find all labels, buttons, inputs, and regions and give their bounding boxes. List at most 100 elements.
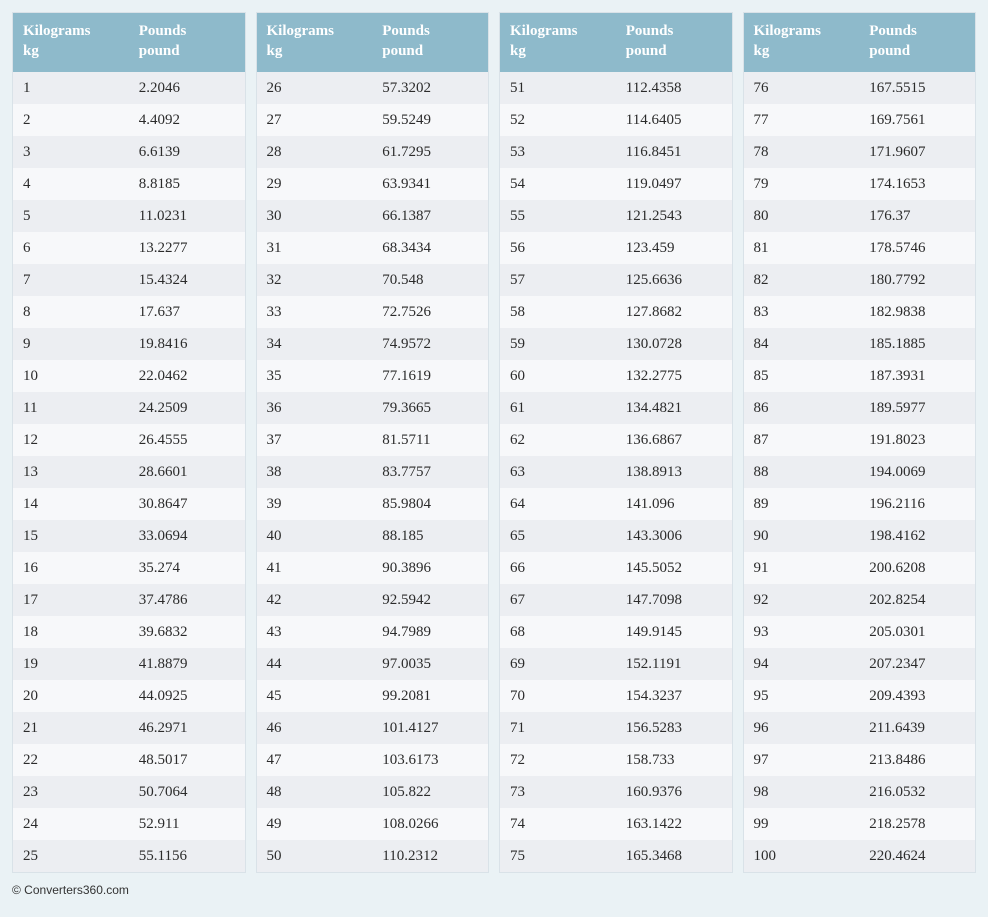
cell-pounds: 105.822 <box>372 776 488 808</box>
table-row: 57125.6636 <box>500 264 732 296</box>
table-row: 3474.9572 <box>257 328 489 360</box>
table-row: 76167.5515 <box>744 72 976 104</box>
cell-pounds: 17.637 <box>129 296 245 328</box>
table-row: 99218.2578 <box>744 808 976 840</box>
cell-kilograms: 36 <box>257 392 373 424</box>
conversion-table: KilogramskgPoundspound12.204624.409236.6… <box>13 13 245 872</box>
table-row: 75165.3468 <box>500 840 732 872</box>
cell-pounds: 46.2971 <box>129 712 245 744</box>
cell-pounds: 66.1387 <box>372 200 488 232</box>
cell-kilograms: 17 <box>13 584 129 616</box>
cell-kilograms: 77 <box>744 104 860 136</box>
table-row: 3372.7526 <box>257 296 489 328</box>
cell-kilograms: 75 <box>500 840 616 872</box>
cell-kilograms: 45 <box>257 680 373 712</box>
table-row: 4394.7989 <box>257 616 489 648</box>
cell-kilograms: 33 <box>257 296 373 328</box>
cell-pounds: 169.7561 <box>859 104 975 136</box>
cell-kilograms: 95 <box>744 680 860 712</box>
conversion-panel: KilogramskgPoundspound12.204624.409236.6… <box>12 12 246 873</box>
conversion-panel: KilogramskgPoundspound76167.551577169.75… <box>743 12 977 873</box>
table-row: 77169.7561 <box>744 104 976 136</box>
table-row: 4190.3896 <box>257 552 489 584</box>
cell-pounds: 2.2046 <box>129 72 245 104</box>
cell-pounds: 191.8023 <box>859 424 975 456</box>
table-row: 51112.4358 <box>500 72 732 104</box>
cell-kilograms: 31 <box>257 232 373 264</box>
cell-pounds: 127.8682 <box>616 296 732 328</box>
table-row: 2146.2971 <box>13 712 245 744</box>
cell-kilograms: 49 <box>257 808 373 840</box>
cell-pounds: 154.3237 <box>616 680 732 712</box>
table-row: 2350.7064 <box>13 776 245 808</box>
cell-kilograms: 63 <box>500 456 616 488</box>
cell-kilograms: 62 <box>500 424 616 456</box>
table-row: 1226.4555 <box>13 424 245 456</box>
column-header-kilograms: Kilogramskg <box>257 13 373 72</box>
table-row: 3985.9804 <box>257 488 489 520</box>
column-header-pounds: Poundspound <box>859 13 975 72</box>
table-row: 817.637 <box>13 296 245 328</box>
cell-kilograms: 30 <box>257 200 373 232</box>
cell-pounds: 79.3665 <box>372 392 488 424</box>
table-row: 48.8185 <box>13 168 245 200</box>
cell-pounds: 123.459 <box>616 232 732 264</box>
table-row: 91200.6208 <box>744 552 976 584</box>
table-row: 58127.8682 <box>500 296 732 328</box>
table-row: 511.0231 <box>13 200 245 232</box>
cell-kilograms: 91 <box>744 552 860 584</box>
cell-pounds: 174.1653 <box>859 168 975 200</box>
column-header-unit: pound <box>382 41 478 61</box>
cell-pounds: 187.3931 <box>859 360 975 392</box>
cell-kilograms: 99 <box>744 808 860 840</box>
cell-pounds: 147.7098 <box>616 584 732 616</box>
table-row: 12.2046 <box>13 72 245 104</box>
table-row: 65143.3006 <box>500 520 732 552</box>
column-header-unit: kg <box>267 41 363 61</box>
cell-pounds: 11.0231 <box>129 200 245 232</box>
cell-pounds: 134.4821 <box>616 392 732 424</box>
cell-pounds: 39.6832 <box>129 616 245 648</box>
cell-pounds: 6.6139 <box>129 136 245 168</box>
table-row: 2555.1156 <box>13 840 245 872</box>
table-row: 36.6139 <box>13 136 245 168</box>
table-row: 1430.8647 <box>13 488 245 520</box>
table-row: 78171.9607 <box>744 136 976 168</box>
cell-pounds: 19.8416 <box>129 328 245 360</box>
cell-pounds: 202.8254 <box>859 584 975 616</box>
column-header-title: Kilograms <box>23 23 91 39</box>
cell-pounds: 116.8451 <box>616 136 732 168</box>
cell-pounds: 28.6601 <box>129 456 245 488</box>
cell-kilograms: 85 <box>744 360 860 392</box>
cell-pounds: 130.0728 <box>616 328 732 360</box>
cell-kilograms: 82 <box>744 264 860 296</box>
table-row: 93205.0301 <box>744 616 976 648</box>
cell-kilograms: 84 <box>744 328 860 360</box>
cell-kilograms: 57 <box>500 264 616 296</box>
cell-pounds: 15.4324 <box>129 264 245 296</box>
cell-kilograms: 34 <box>257 328 373 360</box>
column-header-title: Pounds <box>869 23 917 39</box>
cell-kilograms: 72 <box>500 744 616 776</box>
table-row: 1022.0462 <box>13 360 245 392</box>
column-header-title: Pounds <box>382 23 430 39</box>
table-row: 48105.822 <box>257 776 489 808</box>
cell-pounds: 94.7989 <box>372 616 488 648</box>
cell-pounds: 81.5711 <box>372 424 488 456</box>
cell-kilograms: 13 <box>13 456 129 488</box>
table-row: 66145.5052 <box>500 552 732 584</box>
table-row: 63138.8913 <box>500 456 732 488</box>
cell-kilograms: 93 <box>744 616 860 648</box>
cell-kilograms: 43 <box>257 616 373 648</box>
cell-kilograms: 4 <box>13 168 129 200</box>
cell-kilograms: 47 <box>257 744 373 776</box>
cell-pounds: 55.1156 <box>129 840 245 872</box>
table-row: 53116.8451 <box>500 136 732 168</box>
cell-kilograms: 71 <box>500 712 616 744</box>
cell-pounds: 50.7064 <box>129 776 245 808</box>
table-row: 2657.3202 <box>257 72 489 104</box>
table-row: 2452.911 <box>13 808 245 840</box>
cell-pounds: 72.7526 <box>372 296 488 328</box>
cell-pounds: 180.7792 <box>859 264 975 296</box>
table-row: 100220.4624 <box>744 840 976 872</box>
